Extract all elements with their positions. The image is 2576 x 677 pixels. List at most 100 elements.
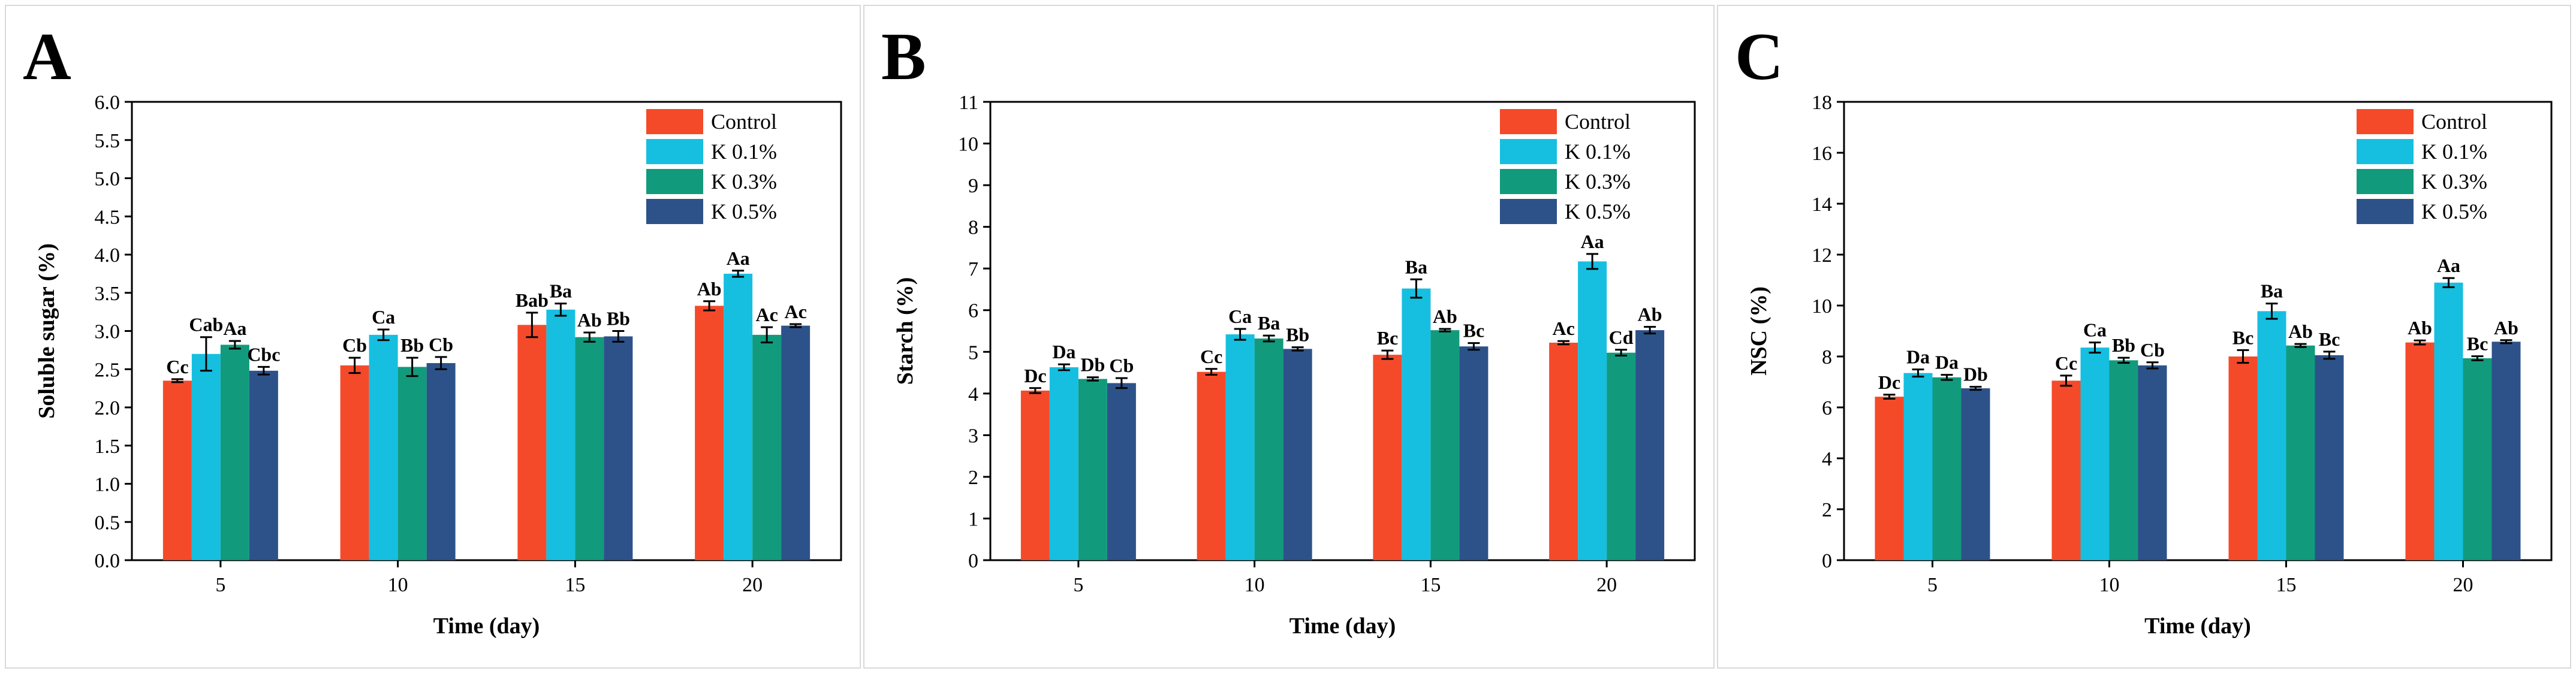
x-tick-label: 15 xyxy=(1420,574,1441,596)
y-tick-label: 6 xyxy=(968,300,978,322)
y-tick-label: 6 xyxy=(1822,397,1832,419)
y-axis-label: Soluble sugar (%) xyxy=(34,243,59,419)
x-tick-label: 5 xyxy=(215,574,225,596)
significance-label: Ab xyxy=(2288,321,2313,342)
y-tick-label: 16 xyxy=(1812,143,1832,165)
significance-label: Aa xyxy=(2437,255,2460,276)
significance-label: Ab xyxy=(2408,317,2432,338)
legend-label: K 0.1% xyxy=(1565,140,1631,164)
bar xyxy=(426,363,456,560)
y-tick-label: 3.0 xyxy=(95,321,120,343)
significance-label: Ba xyxy=(1258,312,1280,334)
y-tick-label: 1.5 xyxy=(95,436,120,458)
significance-label: Ba xyxy=(2261,280,2283,302)
y-axis-label: Starch (%) xyxy=(893,277,918,385)
significance-label: Bc xyxy=(2232,327,2254,348)
chart-c: C 0 2 4 6 8 10 12 14 16 18 NSC (%) Time (day) 5 Dc Da Da… xyxy=(1735,20,2553,639)
bar xyxy=(724,273,753,560)
y-tick-label: 5 xyxy=(968,341,978,364)
significance-label: Dc xyxy=(1878,371,1900,393)
significance-label: Ab xyxy=(577,309,602,331)
x-tick-label: 10 xyxy=(2099,574,2120,596)
panel-a: A 0.0 0.5 1.0 1.5 2.0 2.5 3.0 3.5 4.0 4.5 5.0 5.5 6.0… xyxy=(5,5,861,669)
bar xyxy=(1932,377,1962,560)
bar xyxy=(2315,355,2344,560)
y-tick-label: 0 xyxy=(968,550,978,572)
legend-swatch xyxy=(1500,139,1557,164)
y-tick-label: 5.0 xyxy=(95,168,120,191)
significance-label: Ab xyxy=(697,278,722,300)
y-tick-label: 4.5 xyxy=(95,206,120,228)
y-tick-label: 4.0 xyxy=(95,244,120,267)
x-axis-label: Time (day) xyxy=(433,613,540,639)
y-tick-label: 12 xyxy=(1812,244,1832,267)
bar xyxy=(1107,383,1136,560)
bar xyxy=(1875,397,1904,560)
y-axis-label: NSC (%) xyxy=(1746,286,1771,376)
bar xyxy=(1049,367,1078,560)
panel-label: A xyxy=(23,20,71,94)
y-tick-label: 10 xyxy=(1812,295,1832,318)
significance-label: Bc xyxy=(1463,320,1485,341)
bar xyxy=(2491,341,2521,560)
significance-label: Cd xyxy=(1609,327,1634,348)
y-tick-label: 11 xyxy=(959,92,978,114)
legend-swatch xyxy=(646,139,703,164)
significance-label: Cbc xyxy=(247,343,280,365)
significance-label: Db xyxy=(1080,354,1105,376)
bar xyxy=(2051,380,2081,560)
significance-label: Da xyxy=(1906,346,1930,368)
bar xyxy=(340,365,369,560)
significance-label: Ab xyxy=(1433,306,1457,327)
bar xyxy=(1373,355,1402,560)
bar xyxy=(2138,365,2167,560)
bar xyxy=(2109,360,2138,560)
significance-label: Ac xyxy=(784,301,806,322)
legend-swatch xyxy=(646,169,703,194)
panel-label: C xyxy=(1735,20,1783,94)
plot-frame xyxy=(989,101,1696,561)
y-tick-label: 2.5 xyxy=(95,359,120,381)
x-axis-label: Time (day) xyxy=(1289,613,1396,639)
legend-swatch xyxy=(2357,109,2414,134)
bar xyxy=(517,325,547,560)
legend-label: K 0.3% xyxy=(711,170,777,194)
y-tick-label: 0 xyxy=(1822,550,1832,572)
bar xyxy=(695,306,724,560)
significance-label: Aa xyxy=(1581,231,1604,252)
significance-label: Aa xyxy=(223,318,246,339)
legend-label: K 0.5% xyxy=(1565,200,1631,223)
bar xyxy=(1459,346,1489,560)
significance-label: Ab xyxy=(1638,304,1662,325)
x-axis-label: Time (day) xyxy=(2144,613,2251,639)
bar xyxy=(1578,261,1607,560)
significance-label: Ab xyxy=(2494,317,2518,338)
y-tick-label: 4 xyxy=(968,383,978,406)
bar xyxy=(2434,282,2463,560)
y-tick-label: 1.0 xyxy=(95,474,120,496)
bar xyxy=(2405,342,2435,560)
legend-swatch xyxy=(1500,109,1557,134)
bar xyxy=(1078,379,1107,560)
bar xyxy=(397,367,427,560)
significance-label: Bb xyxy=(400,334,424,356)
significance-label: Dc xyxy=(1024,365,1046,386)
significance-label: Cb xyxy=(429,334,453,355)
legend-swatch xyxy=(1500,199,1557,224)
x-tick-label: 10 xyxy=(1245,574,1265,596)
significance-label: Cc xyxy=(2055,352,2077,374)
y-tick-label: 5.5 xyxy=(95,130,120,152)
y-tick-label: 2.0 xyxy=(95,397,120,419)
chart-a: A 0.0 0.5 1.0 1.5 2.0 2.5 3.0 3.5 4.0 4.5 5.0 5.5 6.0… xyxy=(23,20,842,639)
x-tick-label: 20 xyxy=(1596,574,1617,596)
bar xyxy=(604,336,633,560)
significance-label: Bb xyxy=(607,308,630,330)
y-tick-label: 8 xyxy=(968,217,978,239)
significance-label: Cb xyxy=(1109,355,1134,376)
significance-label: Aa xyxy=(727,247,750,269)
legend-label: Control xyxy=(2421,110,2487,134)
x-tick-label: 10 xyxy=(388,574,408,596)
x-tick-label: 5 xyxy=(1073,574,1083,596)
x-tick-label: 20 xyxy=(2453,574,2473,596)
y-tick-label: 2 xyxy=(968,467,978,489)
